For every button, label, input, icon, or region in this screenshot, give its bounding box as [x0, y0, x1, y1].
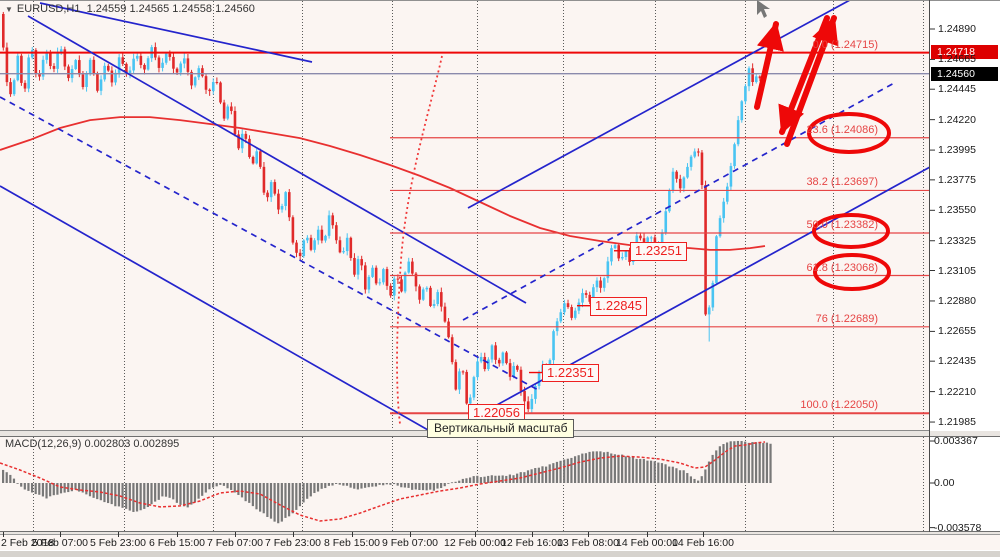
price-axis-label: 1.23775: [938, 173, 976, 186]
high-price-badge: 1.24718: [931, 45, 998, 60]
down-channel-lower[interactable]: [0, 185, 429, 431]
macd-signal-line: [0, 441, 766, 522]
vertical-scale-tooltip: Вертикальный масштаб: [427, 419, 575, 438]
up-arrow-2[interactable]: [784, 15, 839, 147]
price-axis-label: 1.22435: [938, 355, 976, 368]
highlight-ellipses: [807, 112, 891, 291]
fib-level-label: 100.0 (1.22050): [800, 399, 878, 412]
macd-values: 0.002803 0.002895: [84, 438, 180, 450]
macd-axis-label: 0.00: [934, 477, 955, 489]
time-axis-label: 8 Feb 15:00: [323, 537, 381, 549]
highlight-ellipse[interactable]: [813, 253, 891, 291]
price-tag-122351[interactable]: 1.22351: [542, 363, 599, 383]
macd-group: [0, 440, 772, 524]
macd-indicator-label: MACD(12,26,9) 0.002803 0.002895: [5, 439, 179, 450]
macd-name: MACD(12,26,9): [5, 438, 82, 450]
fib-level-label: 23.6 (1.24086): [806, 123, 878, 136]
price-axis-label: 1.24445: [938, 83, 976, 96]
price-axis-label: 1.24220: [938, 113, 976, 126]
trend-lines: [0, 0, 931, 431]
price-axis-label: 1.23995: [938, 144, 976, 157]
grid-lines: [33, 1, 924, 531]
up-channel-upper[interactable]: [467, 0, 851, 209]
fib-level-label: 76 (1.22689): [815, 312, 878, 325]
sma-line: [0, 116, 766, 251]
down-arrow[interactable]: [778, 15, 830, 135]
symbol-name: EURUSD,H1: [16, 3, 81, 15]
fib-level-label: 38.2 (1.23697): [806, 176, 878, 189]
bid-price-badge: 1.24560: [931, 66, 998, 81]
price-tag-122845[interactable]: 1.22845: [590, 296, 647, 316]
mouse-cursor-icon: [757, 0, 770, 18]
time-axis-label: 12 Feb 16:00: [501, 537, 563, 549]
time-axis-label: 5 Feb 23:00: [89, 537, 147, 549]
up-channel-mid[interactable]: [462, 81, 897, 321]
time-axis-label: 9 Feb 07:00: [381, 537, 439, 549]
price-axis-label: 1.23105: [938, 264, 976, 277]
time-axis-label: 7 Feb 23:00: [264, 537, 322, 549]
down-channel-upper[interactable]: [27, 15, 527, 304]
price-axis-label: 1.22655: [938, 325, 976, 338]
chart-menu-icon[interactable]: ▼: [5, 5, 13, 14]
price-axis-label: 1.22880: [938, 294, 976, 307]
price-axis-label: 1.23550: [938, 204, 976, 217]
time-axis-label: 2 Feb 2018: [1, 537, 55, 549]
down-channel-mid[interactable]: [0, 96, 541, 392]
time-axis-label: 14 Feb 16:00: [672, 537, 734, 549]
time-axis-label: 6 Feb 15:00: [148, 537, 206, 549]
minor-top-line[interactable]: [39, 2, 313, 63]
price-tag-pointers: [529, 250, 630, 374]
price-axis-label: 1.23325: [938, 234, 976, 247]
fib-level-label: 50.0 (1.23382): [806, 219, 878, 232]
macd-axis-label: 0.003367: [934, 435, 978, 448]
time-axis-label: 5 Feb 07:00: [31, 537, 89, 549]
price-axis-label: 1.21985: [938, 416, 976, 429]
red-dotted-curve[interactable]: [396, 55, 443, 425]
highlight-ellipse[interactable]: [812, 213, 890, 249]
annotation-arrows: [754, 15, 839, 147]
time-axis-label: 14 Feb 00:00: [616, 537, 678, 549]
time-axis-label: 13 Feb 08:00: [557, 537, 619, 549]
fib-level-label: 61.8 (1.23068): [806, 261, 878, 274]
symbol-quotes: 1.24559 1.24565 1.24558 1.24560: [86, 3, 255, 15]
symbol-title[interactable]: ▼ EURUSD,H1 1.24559 1.24565 1.24558 1.245…: [5, 4, 255, 15]
up-channel-lower[interactable]: [454, 166, 931, 429]
highlight-ellipse[interactable]: [807, 112, 891, 154]
price-axis-label: 1.24665: [938, 53, 976, 66]
time-axis-label: 7 Feb 07:00: [206, 537, 264, 549]
macd-axis-label: -0.003578: [934, 521, 982, 534]
up-arrow-1[interactable]: [754, 21, 784, 110]
price-tag-123251[interactable]: 1.23251: [630, 241, 687, 261]
time-axis-label: 12 Feb 00:00: [444, 537, 506, 549]
price-axis-label: 1.22210: [938, 385, 976, 398]
price-axis-label: 1.24890: [938, 23, 976, 35]
axis-ticks: [3, 28, 935, 537]
fib-level-label: 0.0 (1.24715): [812, 38, 878, 51]
candles-group: [2, 11, 765, 413]
